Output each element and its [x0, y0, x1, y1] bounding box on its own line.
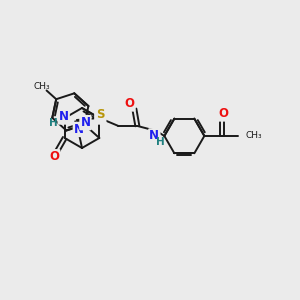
Text: N: N [80, 116, 91, 129]
Text: CH₃: CH₃ [245, 131, 262, 140]
Text: O: O [218, 107, 228, 120]
Text: H: H [49, 118, 58, 128]
Text: O: O [124, 98, 134, 110]
Text: N: N [149, 129, 159, 142]
Text: N: N [59, 110, 69, 124]
Text: H: H [156, 137, 165, 147]
Text: N: N [74, 123, 84, 136]
Text: CH₃: CH₃ [34, 82, 50, 91]
Text: O: O [49, 150, 59, 163]
Text: S: S [96, 108, 105, 122]
Text: N: N [95, 110, 105, 124]
